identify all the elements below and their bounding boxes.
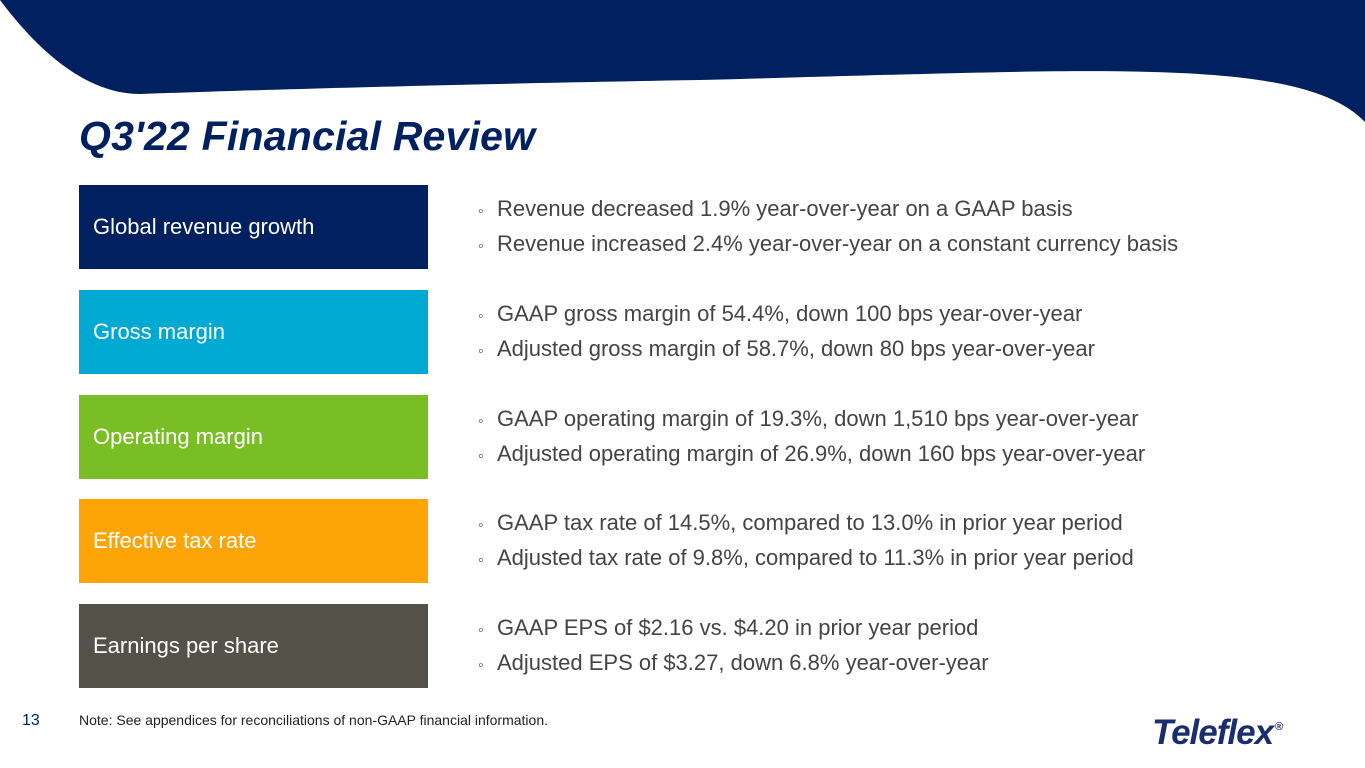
- bullet-item: ◦ GAAP gross margin of 54.4%, down 100 bp…: [478, 298, 1095, 333]
- bullet-item: ◦ Adjusted operating margin of 26.9%, dow…: [478, 438, 1145, 473]
- bullet-list: ◦ GAAP operating margin of 19.3%, down 1,…: [478, 403, 1145, 473]
- bullet-item: ◦ GAAP tax rate of 14.5%, compared to 13.…: [478, 507, 1134, 542]
- row-effective-tax-rate: Effective tax rate ◦ GAAP tax rate of 14.…: [79, 499, 1309, 583]
- bullet-text: Adjusted gross margin of 58.7%, down 80 …: [497, 336, 1095, 361]
- bullet-item: ◦ GAAP operating margin of 19.3%, down 1,…: [478, 403, 1145, 438]
- row-label-box: Operating margin: [79, 395, 428, 479]
- row-label: Global revenue growth: [93, 214, 315, 239]
- row-label-box: Gross margin: [79, 290, 428, 374]
- bullet-text: GAAP EPS of $2.16 vs. $4.20 in prior yea…: [497, 615, 979, 640]
- bullet-marker: ◦: [478, 203, 484, 220]
- bullet-text: GAAP gross margin of 54.4%, down 100 bps…: [497, 301, 1083, 326]
- bullet-marker: ◦: [478, 238, 484, 255]
- bullet-item: ◦ Revenue decreased 1.9% year-over-year o…: [478, 193, 1178, 228]
- row-label: Operating margin: [93, 424, 263, 449]
- bullet-item: ◦ GAAP EPS of $2.16 vs. $4.20 in prior ye…: [478, 612, 989, 647]
- bullet-item: ◦ Adjusted EPS of $3.27, down 6.8% year-o…: [478, 647, 989, 682]
- bullet-list: ◦ GAAP gross margin of 54.4%, down 100 bp…: [478, 298, 1095, 368]
- row-label-box: Effective tax rate: [79, 499, 428, 583]
- header-banner-shape: [0, 0, 1365, 122]
- bullet-marker: ◦: [478, 552, 484, 569]
- row-operating-margin: Operating margin ◦ GAAP operating margin …: [79, 395, 1309, 479]
- bullet-text: GAAP tax rate of 14.5%, compared to 13.0…: [497, 510, 1123, 535]
- row-label-box: Earnings per share: [79, 604, 428, 688]
- bullet-marker: ◦: [478, 343, 484, 360]
- bullet-item: ◦ Revenue increased 2.4% year-over-year o…: [478, 228, 1178, 263]
- bullet-text: Adjusted EPS of $3.27, down 6.8% year-ov…: [497, 650, 989, 675]
- logo-wordmark: Teleflex: [1152, 713, 1274, 752]
- bullet-item: ◦ Adjusted gross margin of 58.7%, down 80…: [478, 333, 1095, 368]
- row-earnings-per-share: Earnings per share ◦ GAAP EPS of $2.16 vs…: [79, 604, 1309, 688]
- bullet-marker: ◦: [478, 657, 484, 674]
- bullet-marker: ◦: [478, 448, 484, 465]
- footnote: Note: See appendices for reconciliations…: [79, 712, 549, 728]
- bullet-list: ◦ GAAP EPS of $2.16 vs. $4.20 in prior ye…: [478, 612, 989, 682]
- bullet-text: GAAP operating margin of 19.3%, down 1,5…: [497, 406, 1139, 431]
- bullet-item: ◦ Adjusted tax rate of 9.8%, compared to …: [478, 542, 1134, 577]
- bullet-marker: ◦: [478, 622, 484, 639]
- row-gross-margin: Gross margin ◦ GAAP gross margin of 54.4%…: [79, 290, 1309, 374]
- teleflex-logo: Teleflex ®: [1152, 708, 1283, 752]
- bullet-text: Adjusted operating margin of 26.9%, down…: [497, 441, 1146, 466]
- slide-title: Q3'22 Financial Review: [79, 113, 536, 159]
- bullet-text: Adjusted tax rate of 9.8%, compared to 1…: [497, 545, 1134, 570]
- row-label: Gross margin: [93, 319, 226, 344]
- bullet-list: ◦ GAAP tax rate of 14.5%, compared to 13.…: [478, 507, 1134, 577]
- bullet-text: Revenue decreased 1.9% year-over-year on…: [497, 196, 1073, 221]
- bullet-marker: ◦: [478, 413, 484, 430]
- page-number: 13: [22, 712, 40, 729]
- row-label: Effective tax rate: [93, 528, 257, 553]
- bullet-list: ◦ Revenue decreased 1.9% year-over-year o…: [478, 193, 1178, 263]
- bullet-marker: ◦: [478, 517, 484, 534]
- bullet-marker: ◦: [478, 308, 484, 325]
- registered-mark: ®: [1275, 721, 1284, 733]
- row-label: Earnings per share: [93, 633, 279, 658]
- row-label-box: Global revenue growth: [79, 185, 428, 269]
- bullet-text: Revenue increased 2.4% year-over-year on…: [497, 231, 1179, 256]
- header-banner: [0, 0, 1365, 122]
- row-global-revenue-growth: Global revenue growth ◦ Revenue decreased…: [79, 185, 1309, 269]
